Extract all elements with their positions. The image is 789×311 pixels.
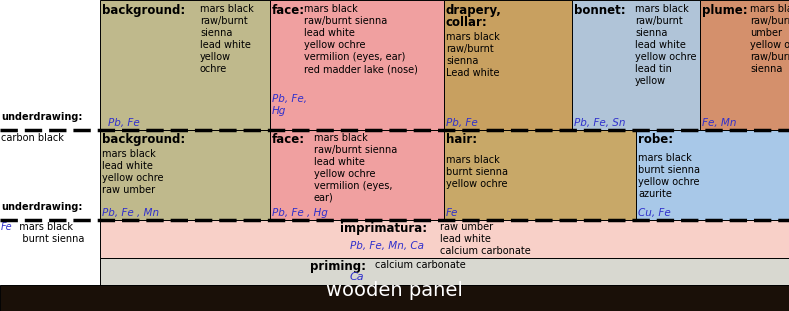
Text: priming:: priming: xyxy=(310,260,366,273)
Text: mars black
raw/burnt
sienna
lead white
yellow ochre
lead tin
yellow: mars black raw/burnt sienna lead white y… xyxy=(635,4,697,86)
Text: hair:: hair: xyxy=(446,133,477,146)
Text: carbon black: carbon black xyxy=(1,133,64,143)
Text: Ca: Ca xyxy=(350,272,365,282)
Text: robe:: robe: xyxy=(638,133,673,146)
Text: face:: face: xyxy=(272,133,305,146)
Bar xyxy=(0,0,100,220)
Text: background:: background: xyxy=(102,4,185,17)
Bar xyxy=(270,0,444,130)
Text: background:: background: xyxy=(102,133,185,146)
Text: mars black
   burnt sienna: mars black burnt sienna xyxy=(13,222,84,244)
Text: Fe: Fe xyxy=(1,222,13,232)
Bar xyxy=(100,220,789,258)
Text: Pb, Fe, Mn, Ca: Pb, Fe, Mn, Ca xyxy=(350,241,424,251)
Bar xyxy=(700,0,789,130)
Text: Pb, Fe, Sn: Pb, Fe, Sn xyxy=(574,118,626,128)
Bar xyxy=(0,258,100,285)
Text: raw umber
lead white
calcium carbonate: raw umber lead white calcium carbonate xyxy=(440,222,531,256)
Text: drapery,: drapery, xyxy=(446,4,502,17)
Text: face:: face: xyxy=(272,4,305,17)
Text: Pb, Fe: Pb, Fe xyxy=(108,118,140,128)
Text: bonnet:: bonnet: xyxy=(574,4,626,17)
Text: underdrawing:: underdrawing: xyxy=(1,112,82,122)
Bar xyxy=(0,220,100,258)
Bar xyxy=(0,285,789,311)
Bar xyxy=(100,130,270,220)
Text: imprimatura:: imprimatura: xyxy=(340,222,427,235)
Text: mars black
raw/burnt
umber
yellow ochre
raw/burnt
sienna: mars black raw/burnt umber yellow ochre … xyxy=(750,4,789,74)
Text: Fe, Mn: Fe, Mn xyxy=(702,118,736,128)
Bar xyxy=(444,0,572,130)
Bar xyxy=(270,130,444,220)
Text: collar:: collar: xyxy=(446,16,488,29)
Bar xyxy=(572,0,700,130)
Text: Pb, Fe , Hg: Pb, Fe , Hg xyxy=(272,208,328,218)
Text: Pb, Fe , Mn: Pb, Fe , Mn xyxy=(102,208,159,218)
Text: mars black
burnt sienna
yellow ochre
azurite: mars black burnt sienna yellow ochre azu… xyxy=(638,153,700,199)
Text: Pb, Fe: Pb, Fe xyxy=(446,118,478,128)
Bar xyxy=(444,130,636,220)
Text: mars black
burnt sienna
yellow ochre: mars black burnt sienna yellow ochre xyxy=(446,155,508,189)
Bar xyxy=(100,258,789,285)
Bar xyxy=(636,130,789,220)
Text: plume:: plume: xyxy=(702,4,748,17)
Text: Cu, Fe: Cu, Fe xyxy=(638,208,671,218)
Text: Hg: Hg xyxy=(272,106,286,116)
Text: mars black
raw/burnt
sienna
Lead white: mars black raw/burnt sienna Lead white xyxy=(446,32,499,78)
Text: underdrawing:: underdrawing: xyxy=(1,202,82,212)
Text: Fe: Fe xyxy=(446,208,458,218)
Text: calcium carbonate: calcium carbonate xyxy=(375,260,466,270)
Text: Pb, Fe,: Pb, Fe, xyxy=(272,94,307,104)
Text: mars black
lead white
yellow ochre
raw umber: mars black lead white yellow ochre raw u… xyxy=(102,149,163,195)
Text: mars black
raw/burnt
sienna
lead white
yellow
ochre: mars black raw/burnt sienna lead white y… xyxy=(200,4,254,74)
Text: mars black
raw/burnt sienna
lead white
yellow ochre
vermilion (eyes,
ear): mars black raw/burnt sienna lead white y… xyxy=(314,133,397,203)
Text: mars black
raw/burnt sienna
lead white
yellow ochre
vermilion (eyes, ear)
red ma: mars black raw/burnt sienna lead white y… xyxy=(304,4,418,74)
Bar xyxy=(100,0,270,130)
Text: wooden panel: wooden panel xyxy=(326,281,463,300)
